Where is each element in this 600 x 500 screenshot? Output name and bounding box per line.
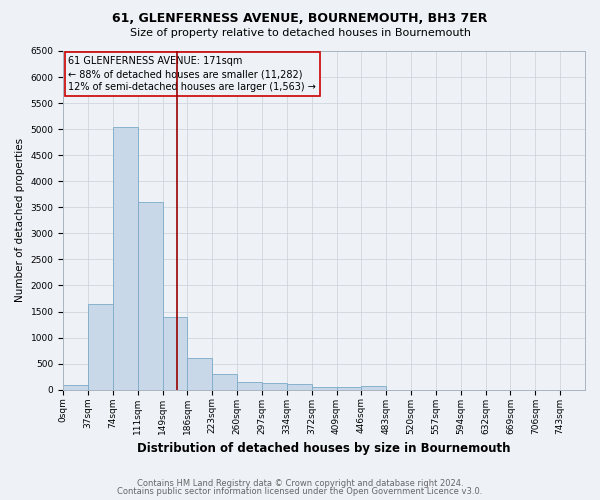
- Bar: [337, 388, 361, 390]
- Text: Size of property relative to detached houses in Bournemouth: Size of property relative to detached ho…: [130, 28, 470, 38]
- Text: 61 GLENFERNESS AVENUE: 171sqm
← 88% of detached houses are smaller (11,282)
12% : 61 GLENFERNESS AVENUE: 171sqm ← 88% of d…: [68, 56, 316, 92]
- Bar: [113, 126, 138, 390]
- Text: Contains HM Land Registry data © Crown copyright and database right 2024.: Contains HM Land Registry data © Crown c…: [137, 478, 463, 488]
- Bar: [312, 387, 337, 390]
- X-axis label: Distribution of detached houses by size in Bournemouth: Distribution of detached houses by size …: [137, 442, 511, 455]
- Text: 61, GLENFERNESS AVENUE, BOURNEMOUTH, BH3 7ER: 61, GLENFERNESS AVENUE, BOURNEMOUTH, BH3…: [112, 12, 488, 26]
- Bar: [88, 304, 113, 390]
- Bar: [287, 384, 312, 390]
- Bar: [187, 358, 212, 390]
- Bar: [163, 316, 187, 390]
- Bar: [361, 386, 386, 390]
- Bar: [262, 383, 287, 390]
- Y-axis label: Number of detached properties: Number of detached properties: [15, 138, 25, 302]
- Bar: [63, 386, 88, 390]
- Text: Contains public sector information licensed under the Open Government Licence v3: Contains public sector information licen…: [118, 487, 482, 496]
- Bar: [138, 202, 163, 390]
- Bar: [237, 382, 262, 390]
- Bar: [212, 374, 237, 390]
